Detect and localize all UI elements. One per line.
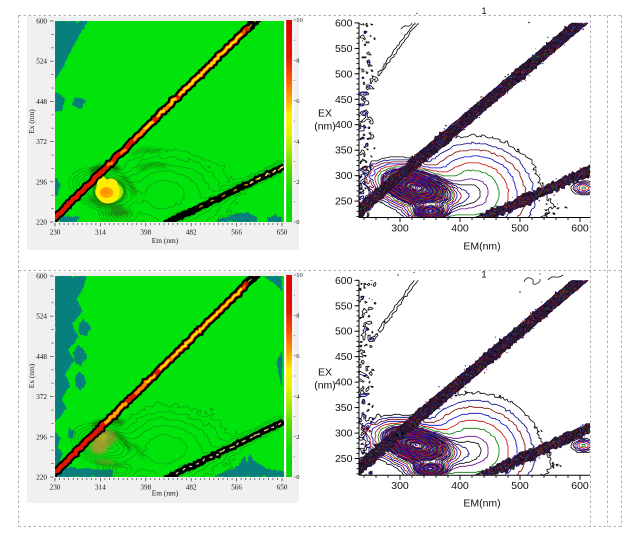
svg-text:296: 296 [36,178,47,186]
svg-text:600: 600 [571,480,589,492]
svg-text:314: 314 [95,229,106,237]
svg-text:8: 8 [296,313,299,320]
svg-text:(nm): (nm) [314,121,336,133]
svg-text:220: 220 [36,474,47,482]
svg-text:Ex (nm): Ex (nm) [27,109,36,134]
svg-text:398: 398 [140,484,151,492]
svg-text:0: 0 [296,219,299,226]
svg-text:482: 482 [186,229,197,237]
svg-text:400: 400 [335,377,353,389]
svg-text:EX: EX [318,108,332,120]
svg-text:314: 314 [95,484,106,492]
svg-text:550: 550 [335,43,353,55]
svg-text:230: 230 [50,229,61,237]
svg-text:448: 448 [36,353,47,361]
svg-text:500: 500 [511,480,529,492]
svg-text:600: 600 [36,18,47,26]
svg-text:650: 650 [277,484,288,492]
svg-text:500: 500 [511,223,529,235]
svg-text:0: 0 [296,474,299,481]
svg-text:6: 6 [296,353,300,360]
svg-text:Em (nm): Em (nm) [152,489,179,498]
svg-text:350: 350 [335,402,353,414]
svg-text:230: 230 [50,484,61,492]
svg-text:600: 600 [335,275,353,287]
svg-text:600: 600 [335,17,353,29]
svg-text:6: 6 [296,98,300,105]
svg-text:450: 450 [335,94,353,106]
svg-text:524: 524 [36,58,47,66]
svg-text:(nm): (nm) [314,380,336,392]
svg-text:350: 350 [335,145,353,157]
svg-text:EM(nm): EM(nm) [463,241,500,253]
svg-text:EM(nm): EM(nm) [463,498,500,510]
svg-text:500: 500 [335,68,353,80]
svg-text:372: 372 [36,138,47,146]
svg-text:372: 372 [36,393,47,401]
svg-text:550: 550 [335,300,353,312]
svg-text:566: 566 [231,484,242,492]
svg-text:10: 10 [296,272,303,279]
svg-text:296: 296 [36,433,47,441]
svg-text:2: 2 [296,179,299,186]
svg-text:2: 2 [296,434,299,441]
svg-text:250: 250 [335,453,353,465]
svg-text:400: 400 [451,223,469,235]
svg-text:400: 400 [451,480,469,492]
svg-text:Em (nm): Em (nm) [152,236,179,245]
svg-text:448: 448 [36,98,47,106]
svg-text:Ex (nm): Ex (nm) [27,363,36,388]
svg-text:8: 8 [296,58,299,65]
svg-text:EX: EX [318,367,332,379]
svg-text:1: 1 [481,270,486,281]
svg-text:650: 650 [277,229,288,237]
svg-text:1: 1 [481,6,486,17]
svg-text:524: 524 [36,313,47,321]
svg-text:300: 300 [335,428,353,440]
svg-text:398: 398 [140,229,151,237]
svg-text:500: 500 [335,326,353,338]
svg-text:400: 400 [335,119,353,131]
svg-text:482: 482 [186,484,197,492]
svg-text:250: 250 [335,196,353,208]
svg-text:4: 4 [296,138,300,145]
svg-text:300: 300 [335,170,353,182]
svg-text:450: 450 [335,351,353,363]
svg-text:566: 566 [231,229,242,237]
svg-text:300: 300 [391,223,409,235]
svg-text:600: 600 [571,223,589,235]
svg-text:10: 10 [296,17,303,24]
svg-text:220: 220 [36,219,47,227]
svg-text:4: 4 [296,393,300,400]
svg-text:600: 600 [36,273,47,281]
svg-text:300: 300 [391,480,409,492]
